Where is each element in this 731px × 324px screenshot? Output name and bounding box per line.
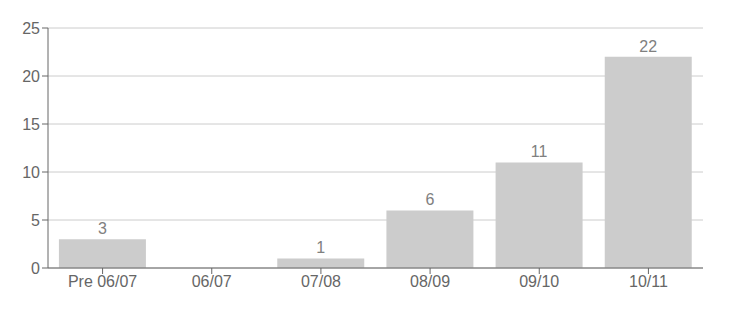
svg-text:25: 25 — [22, 20, 40, 37]
svg-text:10: 10 — [22, 164, 40, 181]
svg-text:0: 0 — [31, 260, 40, 277]
svg-text:6: 6 — [425, 191, 434, 208]
svg-text:Pre 06/07: Pre 06/07 — [68, 273, 137, 290]
svg-text:3: 3 — [98, 220, 107, 237]
svg-text:5: 5 — [31, 212, 40, 229]
svg-text:09/10: 09/10 — [519, 273, 559, 290]
svg-text:07/08: 07/08 — [301, 273, 341, 290]
svg-text:06/07: 06/07 — [192, 273, 232, 290]
svg-text:08/09: 08/09 — [410, 273, 450, 290]
svg-text:20: 20 — [22, 68, 40, 85]
svg-text:22: 22 — [639, 38, 657, 55]
svg-text:15: 15 — [22, 116, 40, 133]
svg-text:11: 11 — [531, 143, 548, 160]
svg-text:10/11: 10/11 — [629, 273, 668, 290]
svg-text:1: 1 — [316, 239, 325, 256]
